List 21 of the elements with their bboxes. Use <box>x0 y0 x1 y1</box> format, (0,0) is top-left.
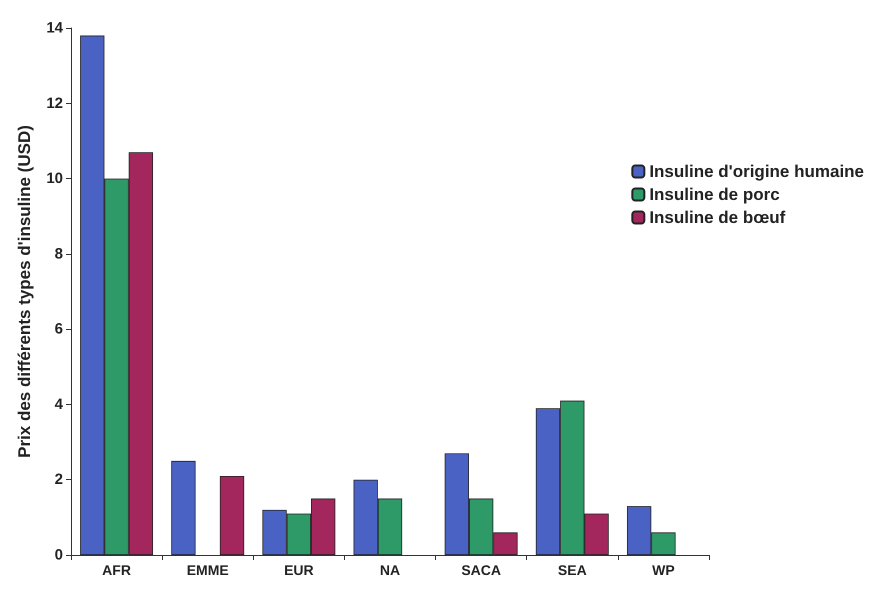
x-tick-label: EUR <box>284 562 314 578</box>
y-tick-label: 0 <box>54 546 63 564</box>
x-tick-label: WP <box>652 562 675 578</box>
y-axis-title: Prix des différents types d'insuline (USD) <box>15 125 34 458</box>
bar <box>171 460 196 555</box>
y-tick-label: 10 <box>46 170 63 188</box>
y-tick-label: 4 <box>54 396 64 413</box>
legend-label: Insuline de bœuf <box>649 208 786 227</box>
legend-label: Insuline de porc <box>649 185 780 204</box>
x-tick-label: EMME <box>186 562 229 578</box>
x-tick-label: SACA <box>461 562 501 578</box>
y-tick-label: 2 <box>54 471 63 488</box>
y-tick-label: 6 <box>54 320 63 338</box>
x-tick-label: SEA <box>558 562 587 578</box>
x-tick-label: AFR <box>102 562 131 578</box>
y-tick-label: 8 <box>54 245 63 262</box>
x-tick-label: NA <box>380 562 400 578</box>
bar <box>220 476 244 555</box>
y-tick-label: 14 <box>46 20 64 36</box>
y-tick-label: 12 <box>46 94 63 112</box>
legend-label: Insuline d'origine humaine <box>649 162 864 181</box>
